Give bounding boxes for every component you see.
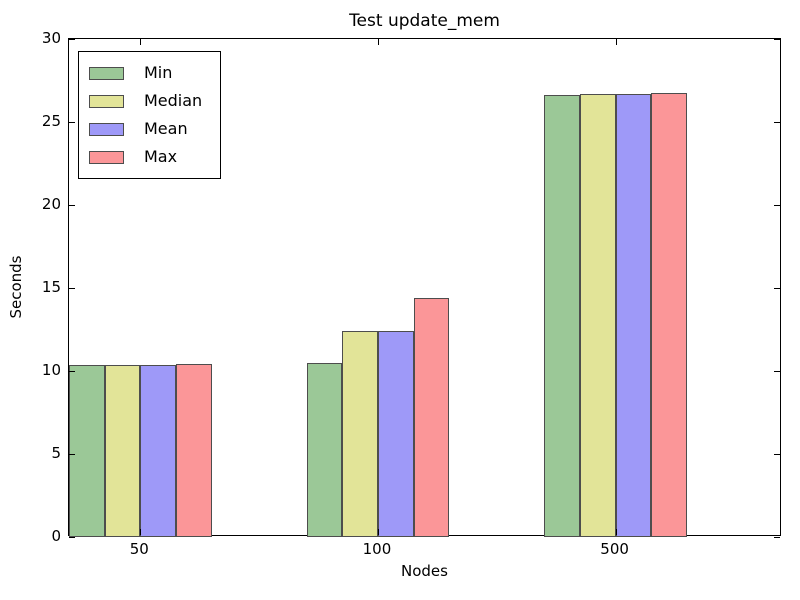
bar-min-100 [306,362,343,537]
y-tick-right [774,205,780,206]
bar-min-50 [69,364,105,537]
x-tick-top [615,39,617,45]
legend-label: Max [144,147,178,166]
bar-max-100 [413,297,450,537]
bar-mean-50 [140,364,176,537]
legend-label: Min [144,63,173,82]
legend-swatch-max [89,150,124,164]
y-tick-left [69,371,75,372]
legend: Min Median Mean Max [78,51,222,179]
y-tick-left [69,454,75,455]
x-tick-top [140,39,142,45]
bar-max-500 [651,92,687,537]
y-tick-label: 5 [51,444,61,462]
y-tick-right [774,371,780,372]
x-tick-label: 500 [600,540,629,558]
bar-median-100 [342,330,378,537]
y-tick-right [774,454,780,455]
bar-median-500 [579,94,616,537]
x-tick-bottom [615,529,617,535]
y-tick-left [69,537,75,538]
y-tick-label: 10 [41,361,61,379]
legend-item-min: Min [89,59,202,87]
y-tick-label: 15 [41,278,61,296]
y-tick-left [69,205,75,206]
x-tick-bottom [377,529,379,535]
x-tick-bottom [140,529,142,535]
y-tick-right [774,288,780,289]
legend-swatch-min [89,66,124,80]
y-tick-right [774,122,780,123]
y-tick-label: 25 [41,112,61,130]
y-tick-right [774,39,780,40]
y-tick-left [69,39,75,40]
legend-swatch-median [89,94,124,108]
legend-item-max: Max [89,143,202,171]
bar-mean-100 [377,331,414,537]
x-tick-label: 50 [129,540,149,558]
legend-label: Median [144,91,203,110]
legend-item-median: Median [89,87,202,115]
y-tick-label: 30 [41,29,61,47]
legend-label: Mean [144,119,188,138]
y-tick-label: 0 [51,527,61,545]
bar-mean-500 [615,94,652,537]
legend-swatch-mean [89,122,124,136]
bar-min-500 [544,95,580,537]
y-tick-label: 20 [41,195,61,213]
y-tick-left [69,122,75,123]
plot-area: Min Median Mean Max [68,38,781,538]
y-tick-left [69,288,75,289]
bar-median-50 [104,365,141,537]
bar-max-50 [175,363,212,537]
x-tick-label: 100 [362,540,392,558]
chart-title: Test update_mem [349,11,500,31]
y-tick-right [774,537,780,538]
x-axis-label: Nodes [401,562,448,580]
legend-item-mean: Mean [89,115,202,143]
x-tick-top [377,39,379,45]
